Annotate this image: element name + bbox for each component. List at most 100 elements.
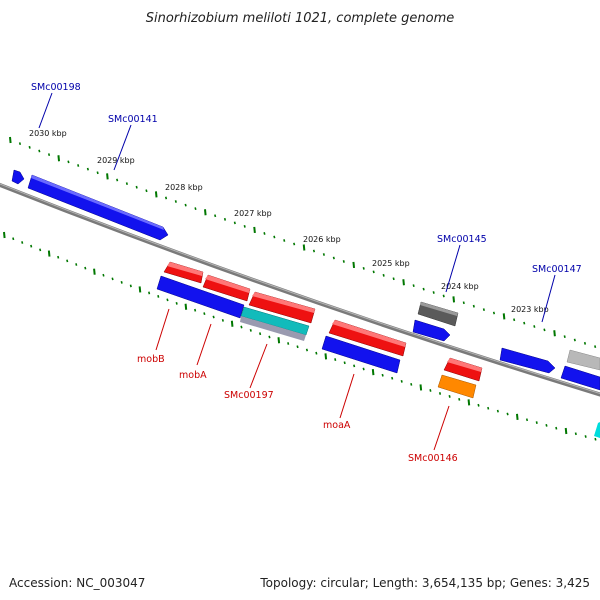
gene-label-moaA[interactable]: moaA — [323, 420, 351, 431]
gene-arrow-reverse-light — [167, 262, 203, 276]
minor-tick — [221, 318, 224, 322]
minor-tick — [535, 421, 538, 424]
gene-label-SMc00141[interactable]: SMc00141 — [108, 114, 158, 125]
minor-tick — [506, 412, 509, 416]
minor-tick — [343, 361, 346, 365]
minor-tick — [57, 255, 60, 259]
major-tick — [467, 399, 471, 406]
gene-bar-blue[interactable] — [560, 365, 600, 391]
minor-tick — [120, 280, 123, 284]
major-tick — [3, 231, 6, 239]
reverse-gene-labels: mobB mobA SMc00197 moaA SMc00146 — [137, 308, 458, 464]
gene-bar-blue[interactable] — [156, 275, 245, 319]
minor-tick — [184, 203, 187, 207]
minor-tick — [400, 379, 403, 383]
label-leader — [249, 343, 268, 389]
gene-label-SMc00146[interactable]: SMc00146 — [408, 453, 458, 464]
minor-tick — [362, 267, 365, 270]
major-tick — [47, 250, 51, 257]
minor-tick — [18, 142, 22, 146]
minor-tick — [381, 373, 384, 377]
minor-tick — [203, 312, 206, 315]
major-tick — [9, 136, 12, 144]
minor-tick — [574, 432, 577, 436]
minor-tick — [67, 160, 70, 164]
gene-arrow-forward[interactable] — [499, 347, 556, 374]
forward-genes — [11, 169, 600, 374]
minor-tick — [28, 145, 31, 149]
label-leader — [38, 92, 53, 129]
major-tick — [184, 303, 188, 310]
label-leader — [155, 308, 170, 351]
minor-tick — [432, 291, 435, 294]
gene-label-SMc00198[interactable]: SMc00198 — [31, 82, 81, 93]
minor-tick — [412, 284, 415, 288]
minor-tick — [86, 167, 89, 171]
minor-tick — [233, 221, 236, 225]
label-leader — [445, 244, 461, 293]
major-tick — [515, 413, 519, 420]
gene-label-mobA[interactable]: mobA — [179, 370, 207, 381]
gene-label-SMc00145[interactable]: SMc00145 — [437, 234, 487, 245]
accession-text: Accession: NC_003047 — [9, 576, 146, 590]
minor-tick — [30, 244, 33, 248]
minor-tick — [477, 403, 480, 407]
major-tick — [138, 286, 142, 293]
inner-tick-row — [3, 231, 597, 441]
forward-gene-labels: SMc00198 SMc00141 SMc00145 SMc00147 — [31, 82, 582, 323]
other-gene[interactable] — [437, 374, 477, 399]
minor-tick — [429, 389, 432, 392]
kbp-label: 2025 kbp — [372, 259, 410, 268]
minor-tick — [75, 263, 78, 266]
minor-tick — [533, 325, 536, 328]
gene-label-SMc00147[interactable]: SMc00147 — [532, 264, 582, 275]
major-tick — [204, 209, 207, 216]
minor-tick — [492, 311, 496, 315]
minor-tick — [392, 277, 395, 281]
label-leader — [541, 274, 556, 323]
minor-tick — [523, 321, 526, 325]
minor-tick — [296, 345, 299, 349]
major-tick — [57, 155, 61, 162]
minor-tick — [77, 164, 80, 167]
kbp-labels: 2030 kbp 2029 kbp 2028 kbp 2027 kbp 2026… — [29, 129, 549, 314]
minor-tick — [175, 301, 178, 305]
minor-tick — [240, 325, 243, 329]
label-leader — [339, 373, 355, 419]
minor-tick — [102, 273, 105, 277]
minor-tick — [482, 308, 485, 311]
minor-tick — [148, 291, 151, 295]
minor-tick — [422, 287, 425, 291]
gene-bar-blue[interactable] — [321, 335, 401, 374]
minor-tick — [573, 338, 576, 342]
minor-tick — [545, 424, 548, 427]
map-title: Sinorhizobium meliloti 1021, complete ge… — [146, 11, 455, 26]
minor-tick — [372, 270, 375, 274]
gene-label-mobB[interactable]: mobB — [137, 354, 165, 365]
cyan-gene[interactable] — [594, 422, 600, 438]
minor-tick — [12, 237, 15, 241]
major-tick — [419, 384, 423, 391]
gene-label-SMc00197[interactable]: SMc00197 — [224, 390, 274, 401]
minor-tick — [47, 153, 51, 157]
gene-arrow-reverse-light — [332, 320, 406, 347]
gene-arrow-forward[interactable] — [412, 319, 451, 342]
minor-tick — [259, 332, 262, 336]
minor-tick — [21, 241, 24, 244]
major-tick — [502, 313, 506, 320]
kbp-label: 2024 kbp — [441, 282, 479, 291]
minor-tick — [135, 185, 138, 189]
gene-arrow-forward[interactable] — [11, 169, 25, 185]
minor-tick — [96, 171, 99, 175]
major-tick — [553, 330, 556, 337]
minor-tick — [525, 418, 529, 422]
gene-arrow-forward[interactable] — [27, 174, 169, 241]
minor-tick — [129, 284, 132, 288]
genome-backbone-highlight — [0, 183, 600, 394]
major-tick — [106, 173, 109, 180]
gray-gene[interactable] — [566, 349, 600, 371]
minor-tick — [312, 249, 316, 253]
label-leader — [433, 405, 450, 451]
minor-tick — [223, 217, 227, 221]
